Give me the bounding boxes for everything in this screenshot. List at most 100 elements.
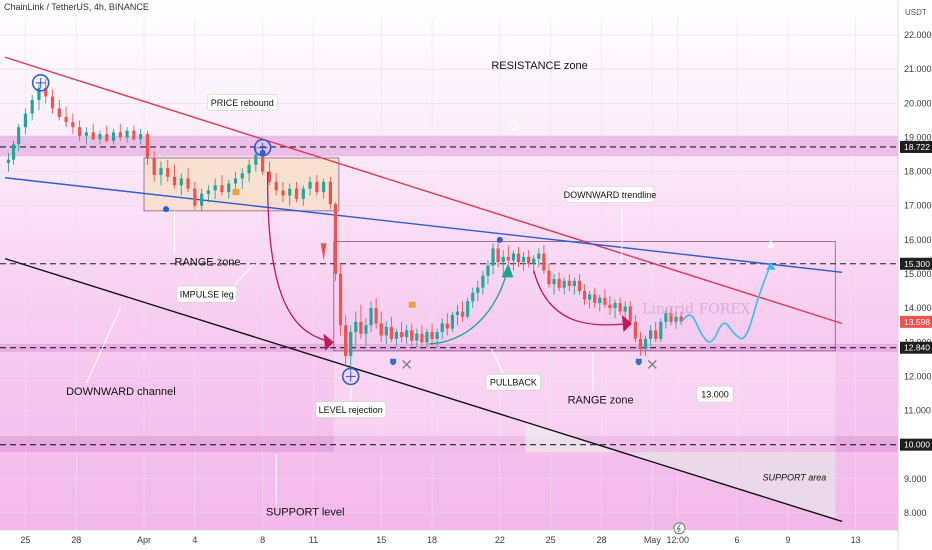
price-axis-tick-label: 9.000 [904,474,927,484]
candle-down [64,116,68,123]
candle-up [159,168,163,176]
candle-down [359,321,363,334]
candle-up [301,188,305,199]
candle-up [288,188,292,196]
candle-up [364,325,368,334]
candle-up [476,287,480,293]
candle-down [186,178,190,189]
zone-resistance [0,135,898,157]
candle-down [71,122,75,128]
candle-up [623,306,627,312]
candle-up [354,321,358,333]
boxed-label-text: 13.000 [701,390,729,400]
candle-down [516,253,521,263]
boxed-label-bg [176,285,238,303]
zone-support [0,436,898,453]
candle-up [491,248,495,266]
projection-arrowhead [765,262,776,270]
candle-down [399,332,404,338]
price-badge-bg [900,438,932,451]
price-badge-3: 12.840 [900,341,932,354]
candle-up [643,338,648,350]
candle-up [394,332,399,339]
candle-down [172,176,177,186]
candle-up [425,332,429,343]
candle-down [445,323,449,329]
boxed-label-0: PRICE rebound [206,94,278,111]
price-badge-1: 15.300 [900,257,932,270]
candle-down [132,130,136,140]
shield-icon-1 [390,358,397,366]
boxed-label-text: IMPULSE leg [180,290,234,300]
candle-down [618,303,622,312]
candle-down [654,330,658,339]
top-marker [31,74,50,92]
candle-down [281,190,285,196]
candle-down [608,304,612,309]
candle-up [6,159,11,164]
time-axis-tick-label: 13 [851,535,861,545]
plot-background [0,0,898,530]
drop-arrow [533,270,629,326]
candle-down [420,333,424,343]
projection-path [680,263,772,343]
price-axis-tick-label: 19.000 [904,132,932,142]
candle-up [405,330,409,338]
price-axis-tick-label: 16.000 [904,235,932,245]
candle-down [261,154,265,172]
rebound-marker [253,138,272,157]
candle-up [450,314,454,329]
candle-up [84,132,89,136]
candle-up [511,253,515,261]
candle-down [603,297,607,305]
boxed-label-2: LEVEL rejection [315,401,387,418]
candle-down [333,204,338,274]
range-lower-shade [333,351,836,453]
candle-up [649,330,653,339]
swords-icon-1-b [402,359,412,369]
boxed-label-text: DOWNWARD trendline [564,190,657,200]
candle-down [567,280,571,286]
candle-down [267,171,271,182]
price-axis-tick-label: 15.000 [904,269,932,279]
candle-up [349,332,353,356]
candle-down [460,311,465,317]
black-channel [4,257,843,523]
price-badge-text: 10.000 [904,440,930,450]
candle-down [274,181,278,191]
price-axis-tick-label: 22.000 [904,30,932,40]
candle-down [166,168,170,177]
candle-up [125,130,129,138]
candle-down [638,338,643,350]
time-axis-tick-label: 18 [427,535,437,545]
candle-up [254,154,258,165]
flag-icon-1 [232,189,240,196]
candle-down [57,108,61,117]
candle-up [552,279,556,285]
boxed-label-1: IMPULSE leg [176,285,238,303]
candle-up [471,292,475,302]
price-badge-text: 15.300 [904,259,930,269]
price-badge-bg [900,257,932,270]
candle-up [664,313,668,322]
candle-up [139,134,143,140]
candle-down [328,181,332,205]
price-badge-bg [900,341,932,354]
candle-down [105,134,109,141]
time-axis-tick-label: 25 [546,535,556,545]
candle-up [179,178,183,186]
candle-down [152,157,156,176]
trendline-touch-dot [163,206,170,213]
pullback-arrow [428,267,509,345]
price-axis-tick-label: 12.000 [904,371,932,381]
candle-down [547,270,551,285]
candle-down [527,256,531,264]
candle-up [486,265,490,276]
pullback-pointer [490,348,504,374]
candle-up [435,332,439,339]
pullback-arrowhead [501,263,514,278]
annotation-5: SUPPORT area [762,473,826,483]
time-axis-tick-label: 9 [785,535,790,545]
candle-up [521,256,526,263]
